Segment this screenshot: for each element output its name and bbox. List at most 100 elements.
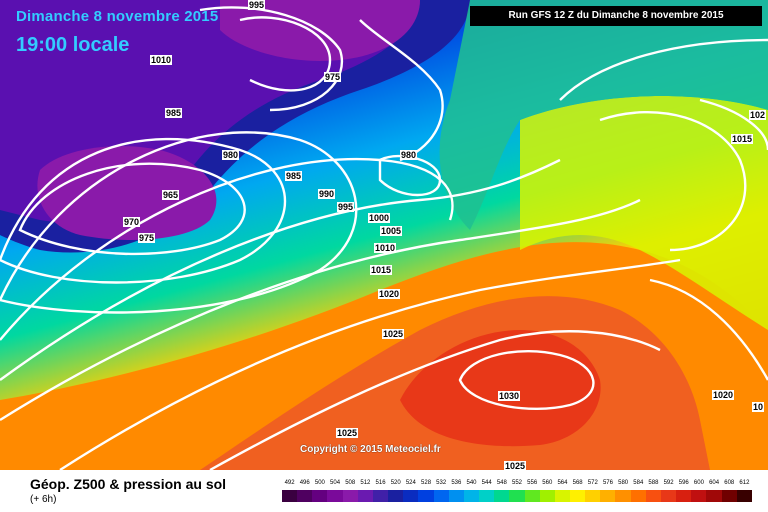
isobar-label: 995: [248, 0, 266, 10]
scale-label: 552: [511, 480, 522, 486]
run-info-box: Run GFS 12 Z du Dimanche 8 novembre 2015: [470, 6, 762, 26]
scale-label: 560: [542, 480, 553, 486]
scale-label: 524: [405, 480, 416, 486]
isobar-label: 1015: [370, 265, 393, 275]
scale-swatch: [357, 490, 373, 502]
scale-swatch: [282, 490, 298, 502]
isobar-label: 102: [749, 110, 767, 120]
scale-swatch: [585, 490, 601, 502]
scale-label: 612: [739, 480, 750, 486]
isobar-label: 975: [138, 233, 156, 243]
scale-swatch: [479, 490, 495, 502]
isobar-label: 1030: [498, 391, 521, 401]
scale-label: 576: [602, 480, 613, 486]
scale-label: 572: [587, 480, 598, 486]
scale-swatch: [539, 490, 555, 502]
isobar-label: 1005: [380, 226, 403, 236]
scale-label: 532: [436, 480, 447, 486]
scale-swatch: [676, 490, 692, 502]
scale-label: 536: [451, 480, 462, 486]
z500-core: [400, 330, 601, 447]
isobar-lines: [0, 6, 768, 470]
scale-swatch: [721, 490, 737, 502]
scale-label: 564: [557, 480, 568, 486]
scale-swatch: [327, 490, 343, 502]
scale-swatch: [418, 490, 434, 502]
scale-swatch: [372, 490, 389, 502]
date-title: Dimanche 8 novembre 2015: [16, 8, 219, 25]
isobar-label: 990: [318, 189, 336, 199]
scale-label: 496: [299, 480, 310, 486]
scale-label: 516: [375, 480, 386, 486]
scale-swatch: [524, 490, 540, 502]
isobar-label: 980: [400, 150, 418, 160]
scale-swatch: [706, 490, 722, 502]
isobar-label: 985: [285, 171, 303, 181]
scale-swatch: [448, 490, 464, 502]
color-scale-bar: [282, 490, 752, 502]
scale-swatch: [433, 490, 449, 502]
scale-label: 520: [390, 480, 401, 486]
isobar-label: 1020: [712, 390, 735, 400]
z500-ridge: [520, 96, 768, 330]
scale-label: 588: [648, 480, 659, 486]
scale-swatch: [312, 490, 328, 502]
scale-swatch: [645, 490, 661, 502]
scale-label: 504: [330, 480, 341, 486]
isobar-label: 970: [123, 217, 141, 227]
weather-map: Dimanche 8 novembre 2015 19:00 locale Ru…: [0, 0, 768, 470]
legend-title: Géop. Z500 & pression au sol: [30, 476, 227, 492]
isobar-label: 965: [162, 190, 180, 200]
isobar-label: 1000: [368, 213, 391, 223]
scale-swatch: [660, 490, 677, 502]
scale-label: 540: [466, 480, 477, 486]
scale-swatch: [494, 490, 510, 502]
isobar-label: 985: [165, 108, 183, 118]
isobar-label: 1025: [336, 428, 359, 438]
isobar-label: 1015: [731, 134, 754, 144]
scale-label: 600: [693, 480, 704, 486]
scale-label: 580: [618, 480, 629, 486]
scale-swatch: [615, 490, 631, 502]
scale-swatch: [691, 490, 707, 502]
color-scale-labels: 492 496 500 504 508 512 516 520 524 528 532 536 540 5…: [282, 480, 752, 490]
copyright-text: Copyright © 2015 Meteociel.fr: [300, 444, 441, 455]
legend-panel: Géop. Z500 & pression au sol (+ 6h) 492 4…: [0, 470, 768, 512]
scale-swatch: [600, 490, 616, 502]
scale-label: 584: [633, 480, 644, 486]
isobar-label: 10: [752, 402, 765, 412]
scale-swatch: [554, 490, 570, 502]
isobar-label: 1025: [504, 461, 527, 470]
scale-swatch: [388, 490, 404, 502]
scale-label: 544: [481, 480, 492, 486]
scale-swatch: [463, 490, 480, 502]
scale-label: 528: [421, 480, 432, 486]
scale-swatch: [569, 490, 586, 502]
scale-label: 592: [663, 480, 674, 486]
scale-label: 508: [345, 480, 356, 486]
time-title: 19:00 locale: [16, 34, 130, 56]
z500-green: [439, 0, 768, 230]
scale-label: 500: [314, 480, 325, 486]
scale-label: 608: [724, 480, 735, 486]
scale-label: 568: [572, 480, 583, 486]
scale-swatch: [509, 490, 525, 502]
legend-subtitle: (+ 6h): [30, 494, 57, 505]
scale-swatch: [403, 490, 419, 502]
isobar-label: 1020: [378, 289, 401, 299]
scale-label: 512: [360, 480, 371, 486]
isobar-label: 975: [324, 72, 342, 82]
z500-cold-center: [37, 146, 217, 240]
isobar-label: 995: [337, 202, 355, 212]
isobar-label: 1025: [382, 329, 405, 339]
scale-swatch: [342, 490, 358, 502]
scale-label: 556: [527, 480, 538, 486]
scale-label: 548: [496, 480, 507, 486]
isobar-label: 1010: [150, 55, 173, 65]
scale-label: 492: [284, 480, 295, 486]
map-canvas: [0, 0, 768, 470]
scale-swatch: [297, 490, 313, 502]
scale-swatch: [630, 490, 646, 502]
scale-label: 596: [678, 480, 689, 486]
isobar-label: 980: [222, 150, 240, 160]
